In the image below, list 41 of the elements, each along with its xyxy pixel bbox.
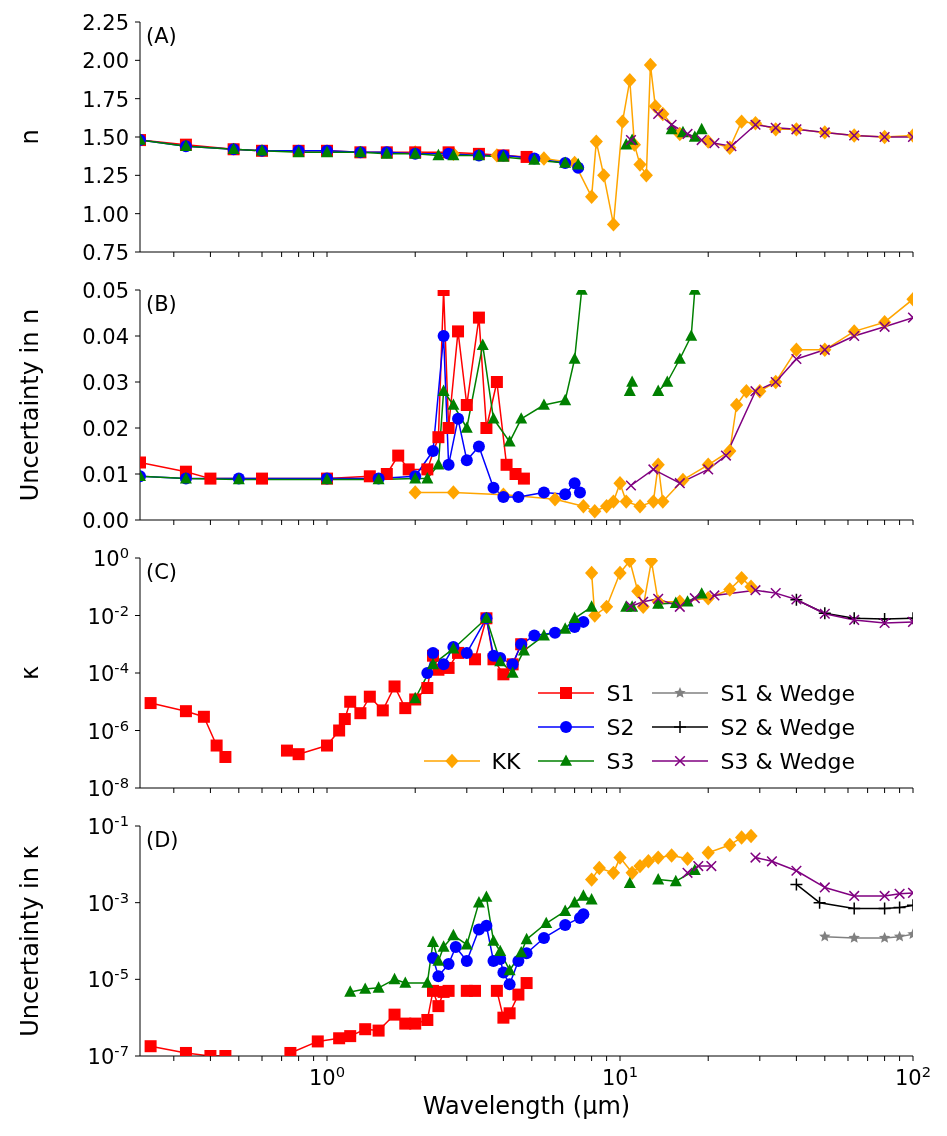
y-axis-title: Uncertainty in n <box>16 308 44 502</box>
annotation: (C) <box>146 560 178 584</box>
legend-label: KK <box>491 748 521 774</box>
y-tick-label: 0.02 <box>82 417 129 441</box>
y-tick-label: 0.05 <box>82 279 129 303</box>
legend-label: S3 & Wedge <box>720 748 855 774</box>
y-tick-label: 10$^{-6}$ <box>87 716 129 744</box>
y-tick-label: 2.00 <box>82 49 129 74</box>
y-tick-label: 10$^{-2}$ <box>87 601 129 629</box>
y-tick-label: 2.25 <box>82 11 129 35</box>
annotation: (A) <box>146 24 177 48</box>
y-tick-label: 0.04 <box>82 325 129 349</box>
y-axis-title: Uncertainty in κ <box>16 845 44 1037</box>
legend-label: S2 & Wedge <box>720 714 855 740</box>
y-tick-label: 10$^{-4}$ <box>87 658 129 686</box>
annotation: (B) <box>146 292 177 316</box>
x-axis-title: Wavelength (μm) <box>421 1092 632 1120</box>
y-tick-label: 10$^{-8}$ <box>87 773 129 801</box>
y-axis-title: κ <box>16 665 44 681</box>
y-tick-label: 1.75 <box>82 87 129 112</box>
y-tick-label: 0.01 <box>82 463 129 487</box>
y-tick-label: 10$^{-5}$ <box>87 964 129 993</box>
y-tick-label: 10$^{-7}$ <box>87 1041 129 1069</box>
y-tick-label: 1.50 <box>82 126 129 150</box>
y-tick-label: 10$^{-1}$ <box>87 811 129 839</box>
legend-label: S2 <box>606 714 635 740</box>
y-tick-label: 1.00 <box>82 202 129 227</box>
y-tick-label: 0.75 <box>82 241 129 265</box>
legend-label: S1 & Wedge <box>720 680 855 706</box>
y-axis-title: n <box>16 129 44 145</box>
x-tick-label: 10$^{1}$ <box>601 1062 639 1090</box>
y-tick-label: 10$^{-3}$ <box>87 888 129 916</box>
y-tick-label: 10$^{0}$ <box>92 543 129 571</box>
y-tick-label: 0.03 <box>82 371 129 395</box>
x-tick-label: 10$^{2}$ <box>894 1062 932 1090</box>
legend-label: S3 <box>606 748 635 774</box>
x-tick-label: 10$^{0}$ <box>308 1062 346 1090</box>
annotation: (D) <box>146 828 179 852</box>
legend-label: S1 <box>606 680 635 706</box>
y-tick-label: 0.00 <box>82 509 129 533</box>
y-tick-label: 1.25 <box>82 164 129 189</box>
